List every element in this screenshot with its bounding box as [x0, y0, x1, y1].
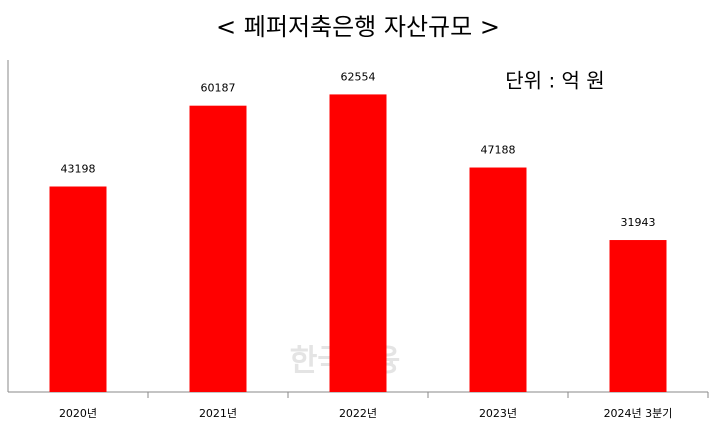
x-tick-label: 2020년	[59, 407, 97, 420]
data-label: 31943	[621, 216, 656, 229]
bar	[49, 186, 107, 392]
data-label: 62554	[341, 70, 376, 83]
bar	[329, 94, 387, 392]
bar	[469, 167, 527, 392]
x-tick-label: 2021년	[199, 407, 237, 420]
bar	[609, 240, 667, 392]
x-tick-label: 2023년	[479, 407, 517, 420]
unit-annotation: 단위 : 억 원	[505, 69, 604, 93]
x-tick-label: 2022년	[339, 407, 377, 420]
data-label: 60187	[201, 82, 236, 95]
bar	[189, 105, 247, 393]
x-tick-label: 2024년 3분기	[604, 407, 673, 420]
data-label: 47188	[481, 144, 516, 157]
data-label: 43198	[61, 163, 96, 176]
chart-title: < 페퍼저축은행 자산규모 >	[216, 13, 500, 41]
